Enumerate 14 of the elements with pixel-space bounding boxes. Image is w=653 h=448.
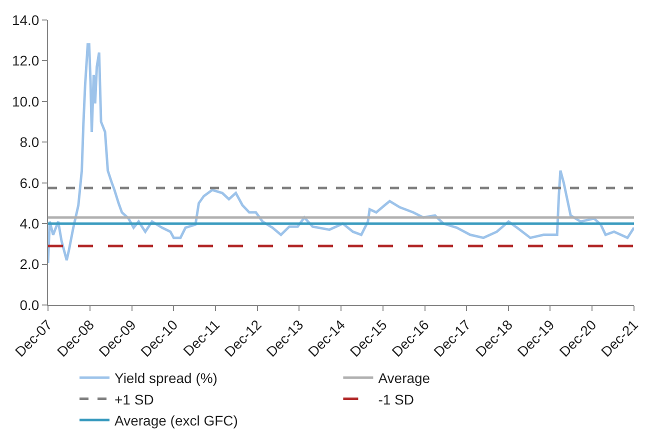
legend-label: Average [378,370,430,386]
y-tick-label: 0.0 [20,296,40,313]
legend-label: +1 SD [114,391,154,408]
legend-label: Yield spread (%) [114,370,218,386]
line-series [48,43,634,264]
y-tick-label: 8.0 [20,134,40,150]
legend-label: Average (excl GFC) [114,412,238,428]
y-tick-label: 14.0 [12,12,40,28]
legend-label: -1 SD [378,391,414,408]
y-tick-label: 6.0 [20,174,40,191]
y-tick-label: 2.0 [20,256,40,272]
y-tick-label: 10.0 [12,93,40,110]
y-tick-label: 4.0 [20,215,40,232]
y-tick-label: 12.0 [12,52,40,69]
